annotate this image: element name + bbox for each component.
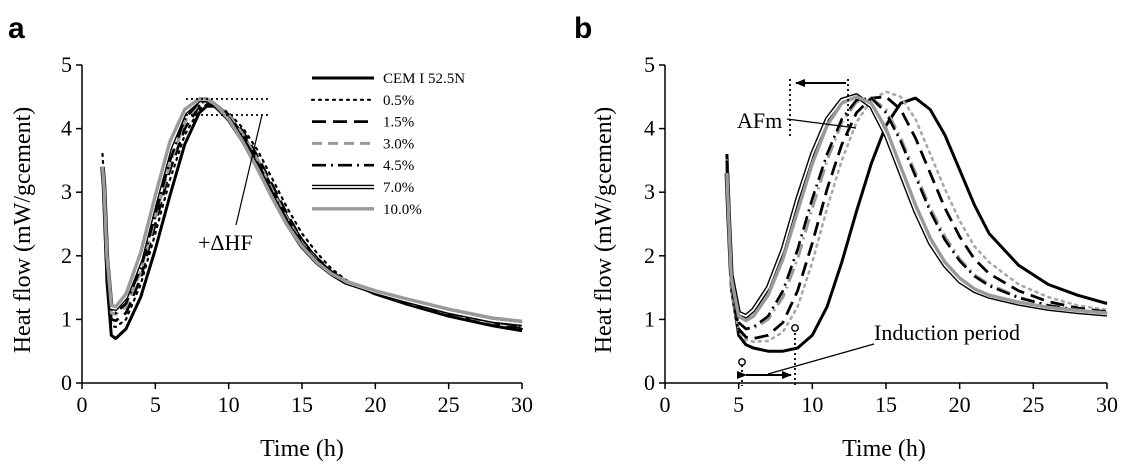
axes-b: 0 1 2 3 4 5 0 5 10 15 20 25 30 [644, 52, 1118, 417]
y-axis-title-a: Heat flow (mW/gcement) [10, 107, 36, 354]
delta-hf-pointer [235, 114, 263, 226]
induction-period-label: Induction period [874, 320, 1020, 345]
x-tick-label-a: 10 [218, 392, 240, 417]
series-line-b-4 [725, 96, 1108, 331]
y-tick-label-b: 0 [644, 370, 655, 395]
x-tick-label-a: 0 [77, 392, 88, 417]
y-tick-label-b: 2 [644, 243, 655, 268]
induction-pointer [767, 343, 875, 375]
panel-letter-a: a [8, 12, 25, 45]
series-line-b-0 [725, 96, 1108, 353]
series-group-a [100, 96, 524, 340]
y-tick-label-a: 1 [61, 306, 72, 331]
afm-label: AFm [737, 108, 782, 133]
y-tick-label-b: 5 [644, 52, 655, 77]
x-tick-label-b: 10 [801, 392, 823, 417]
y-tick-label-b: 1 [644, 306, 655, 331]
x-axis-title-b: Time (h) [842, 436, 926, 462]
x-tick-label-b: 15 [875, 392, 897, 417]
x-tick-label-a: 25 [438, 392, 460, 417]
panel-letter-b: b [574, 12, 592, 45]
x-tick-label-a: 15 [291, 392, 313, 417]
annotations-a: +ΔHF [186, 98, 270, 255]
series-line-b-1 [725, 90, 1109, 344]
legend-label-0: CEM I 52.5N [383, 71, 465, 87]
y-tick-label-a: 2 [61, 243, 72, 268]
x-tick-label-b: 5 [733, 392, 744, 417]
legend-a: CEM I 52.5N 0.5% 1.5% 3.0% 4.5% 7.0% 10.0% [310, 71, 465, 218]
chart-panel-b: Heat flow (mW/gcement) Time (h) 0 1 2 3 4 5 0 5… [591, 52, 1118, 462]
series-group-b [724, 90, 1109, 353]
x-tick-label-a: 5 [150, 392, 161, 417]
x-tick-label-b: 30 [1096, 392, 1118, 417]
x-tick-label-b: 0 [660, 392, 671, 417]
series-line-b-2 [725, 95, 1108, 340]
x-tick-label-b: 25 [1022, 392, 1044, 417]
legend-label-4: 4.5% [383, 158, 414, 174]
y-tick-label-a: 5 [61, 52, 72, 77]
chart-panel-a: Heat flow (mW/gcement) Time (h) 0 1 2 3 4 5 0 5… [10, 52, 533, 462]
x-tick-label-a: 20 [364, 392, 386, 417]
legend-label-6: 10.0% [383, 202, 422, 218]
series-line-b-6 [725, 95, 1108, 323]
legend-label-1: 0.5% [383, 93, 414, 109]
y-tick-label-b: 3 [644, 179, 655, 204]
x-tick-label-a: 30 [511, 392, 533, 417]
y-axis-title-b: Heat flow (mW/gcement) [591, 107, 617, 354]
y-tick-label-a: 3 [61, 179, 72, 204]
induction-start-marker [738, 358, 746, 366]
y-tick-label-a: 4 [61, 116, 72, 141]
y-tick-label-b: 4 [644, 116, 655, 141]
y-tick-label-a: 0 [61, 370, 72, 395]
annotations-b: AFm Induction period [737, 79, 1020, 386]
series-line-a-6 [100, 96, 523, 323]
legend-label-2: 1.5% [383, 115, 414, 131]
axes-a: 0 1 2 3 4 5 0 5 10 15 20 25 30 [61, 52, 533, 417]
x-tick-label-b: 20 [949, 392, 971, 417]
x-axis-title-a: Time (h) [260, 436, 344, 462]
induction-end-marker [791, 324, 799, 332]
afm-pointer [786, 118, 857, 129]
legend-label-3: 3.0% [383, 136, 414, 152]
delta-hf-label: +ΔHF [198, 230, 253, 255]
series-line-a-0 [101, 104, 523, 340]
legend-label-5: 7.0% [383, 180, 414, 196]
